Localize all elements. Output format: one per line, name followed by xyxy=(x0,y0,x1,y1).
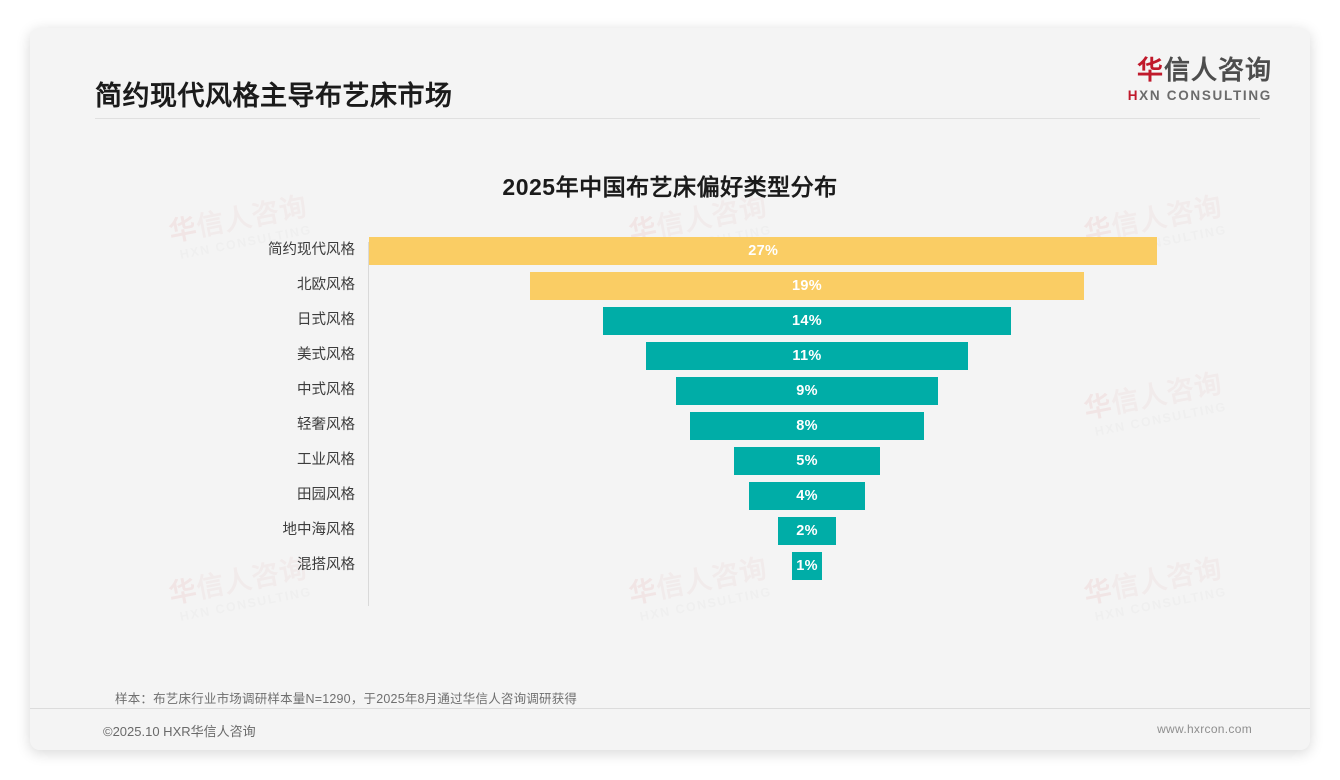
bar-value-label: 5% xyxy=(796,452,818,469)
chart-footnote: 样本：布艺床行业市场调研样本量N=1290，于2025年8月通过华信人咨询调研获… xyxy=(115,692,578,706)
bar[interactable]: 1% xyxy=(792,551,822,580)
bar-track: 4% xyxy=(369,478,1245,513)
copyright-text: ©2025.10 HXR华信人咨询 xyxy=(103,724,256,739)
bar-row: 田园风格 4% xyxy=(95,478,1245,513)
bar-list: 简约现代风格 27% 北欧风格 19% 日式风格 14% 美式风格 11% 中式风格 9% 轻奢风格… xyxy=(95,233,1245,583)
bar[interactable]: 4% xyxy=(748,481,866,510)
brand-logo: 华信人咨询 HXN CONSULTING xyxy=(1128,55,1272,103)
brand-logo-en-rest: XN CONSULTING xyxy=(1139,87,1272,103)
brand-logo-accent-char: 华 xyxy=(1136,55,1164,85)
category-label: 工业风格 xyxy=(297,452,355,468)
bar-track: 8% xyxy=(369,408,1245,443)
bar-track: 27% xyxy=(369,233,1245,268)
bar-track: 19% xyxy=(369,268,1245,303)
brand-logo-cn: 华信人咨询 xyxy=(1128,55,1272,86)
bar-row: 中式风格 9% xyxy=(95,373,1245,408)
bar-track: 2% xyxy=(369,513,1245,548)
bar-value-label: 4% xyxy=(796,487,818,504)
category-label: 日式风格 xyxy=(297,312,355,328)
bar-value-label: 14% xyxy=(792,312,822,329)
bar-track: 9% xyxy=(369,373,1245,408)
slide-card: 华信人咨询 HXN CONSULTING 华信人咨询 HXN CONSULTIN… xyxy=(30,28,1310,750)
website-url: www.hxrcon.com xyxy=(1157,722,1252,736)
brand-logo-cn-rest: 信人咨询 xyxy=(1163,55,1272,85)
category-label: 美式风格 xyxy=(297,347,355,363)
bar-row: 北欧风格 19% xyxy=(95,268,1245,303)
header-divider xyxy=(95,118,1260,119)
bar-value-label: 2% xyxy=(796,522,818,539)
category-label: 简约现代风格 xyxy=(268,242,355,258)
bar[interactable]: 2% xyxy=(777,516,837,545)
bar[interactable]: 19% xyxy=(529,271,1085,300)
footer-divider xyxy=(30,708,1310,709)
bar-value-label: 8% xyxy=(796,417,818,434)
bar-track: 14% xyxy=(369,303,1245,338)
brand-logo-en: HXN CONSULTING xyxy=(1128,88,1272,103)
bar-track: 5% xyxy=(369,443,1245,478)
category-label: 田园风格 xyxy=(297,487,355,503)
category-label: 中式风格 xyxy=(297,382,355,398)
category-label: 轻奢风格 xyxy=(297,417,355,433)
bar[interactable]: 11% xyxy=(646,341,968,370)
page-title: 简约现代风格主导布艺床市场 xyxy=(95,81,453,111)
funnel-chart: 简约现代风格 27% 北欧风格 19% 日式风格 14% 美式风格 11% 中式风格 9% 轻奢风格… xyxy=(95,233,1245,623)
chart-title: 2025年中国布艺床偏好类型分布 xyxy=(502,174,838,200)
bar-value-label: 19% xyxy=(792,277,822,294)
category-label: 北欧风格 xyxy=(297,277,355,293)
bar-row: 日式风格 14% xyxy=(95,303,1245,338)
bar-track: 1% xyxy=(369,548,1245,583)
slide-footer: ©2025.10 HXR华信人咨询 www.hxrcon.com xyxy=(30,709,1310,750)
category-label: 混搭风格 xyxy=(297,557,355,573)
brand-logo-en-accent: H xyxy=(1127,87,1140,103)
bar-row: 简约现代风格 27% xyxy=(95,233,1245,268)
bar-row: 美式风格 11% xyxy=(95,338,1245,373)
bar-row: 轻奢风格 8% xyxy=(95,408,1245,443)
bar[interactable]: 14% xyxy=(602,306,1012,335)
bar-row: 工业风格 5% xyxy=(95,443,1245,478)
bar[interactable]: 9% xyxy=(675,376,939,405)
bar[interactable]: 27% xyxy=(369,236,1158,265)
bar[interactable]: 8% xyxy=(690,411,924,440)
bar-track: 11% xyxy=(369,338,1245,373)
bar-value-label: 9% xyxy=(796,382,818,399)
slide-header: 简约现代风格主导布艺床市场 华信人咨询 HXN CONSULTING xyxy=(30,28,1310,120)
bar-value-label: 11% xyxy=(792,347,822,364)
bar-row: 地中海风格 2% xyxy=(95,513,1245,548)
bar-value-label: 1% xyxy=(796,557,818,574)
category-axis-line xyxy=(368,242,369,606)
bar-row: 混搭风格 1% xyxy=(95,548,1245,583)
bar-value-label: 27% xyxy=(748,242,779,259)
category-label: 地中海风格 xyxy=(282,522,356,538)
bar[interactable]: 5% xyxy=(734,446,880,475)
